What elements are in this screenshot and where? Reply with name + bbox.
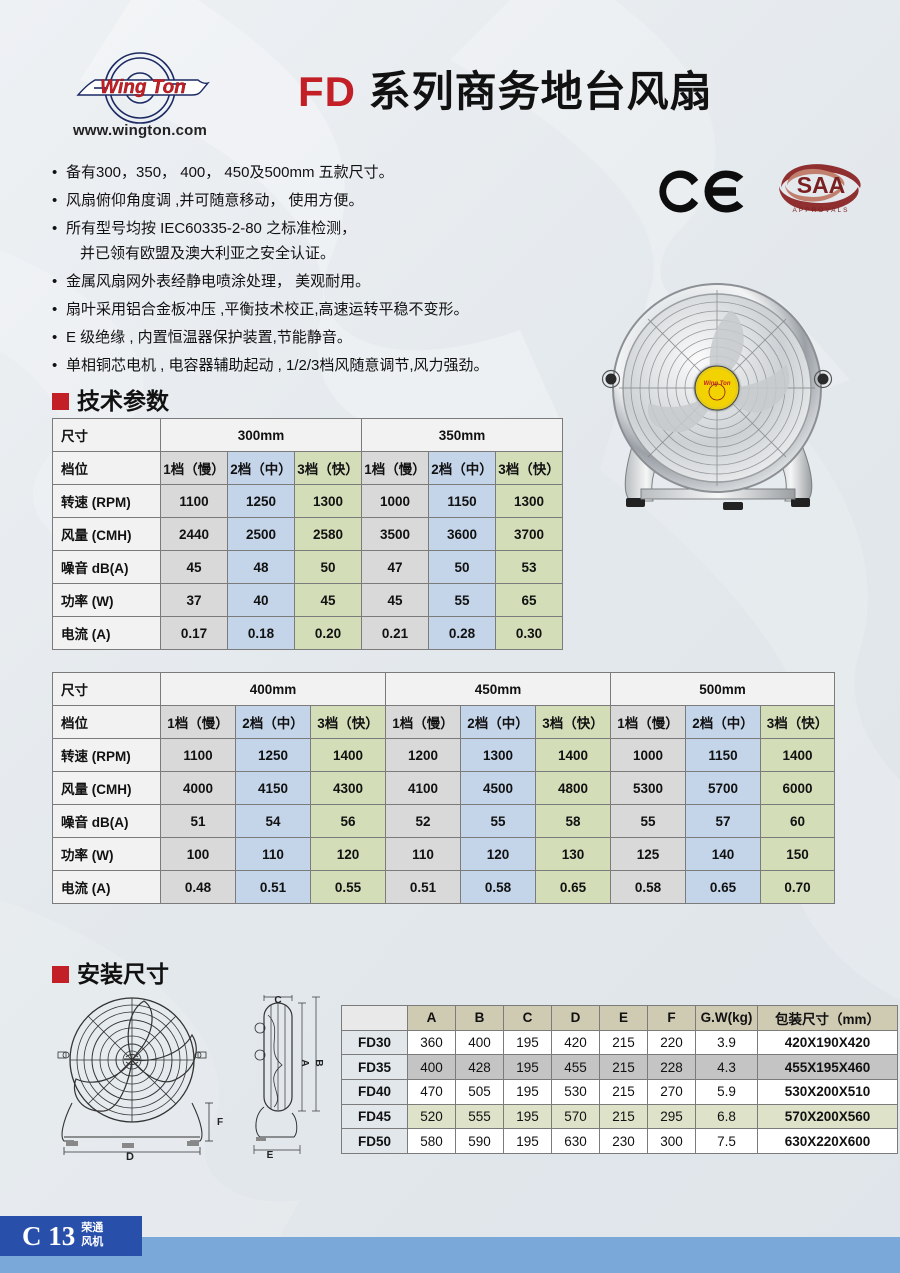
svg-text:APPROVALS: APPROVALS (793, 207, 850, 214)
svg-text:B: B (313, 1059, 324, 1066)
svg-text:D: D (126, 1151, 134, 1160)
svg-text:E: E (267, 1150, 274, 1160)
svg-text:SAA: SAA (797, 172, 846, 198)
svg-text:F: F (217, 1117, 223, 1128)
svg-text:C: C (274, 995, 281, 1006)
svg-text:A: A (299, 1059, 310, 1066)
svg-text:Wing Ton: Wing Ton (100, 77, 186, 98)
